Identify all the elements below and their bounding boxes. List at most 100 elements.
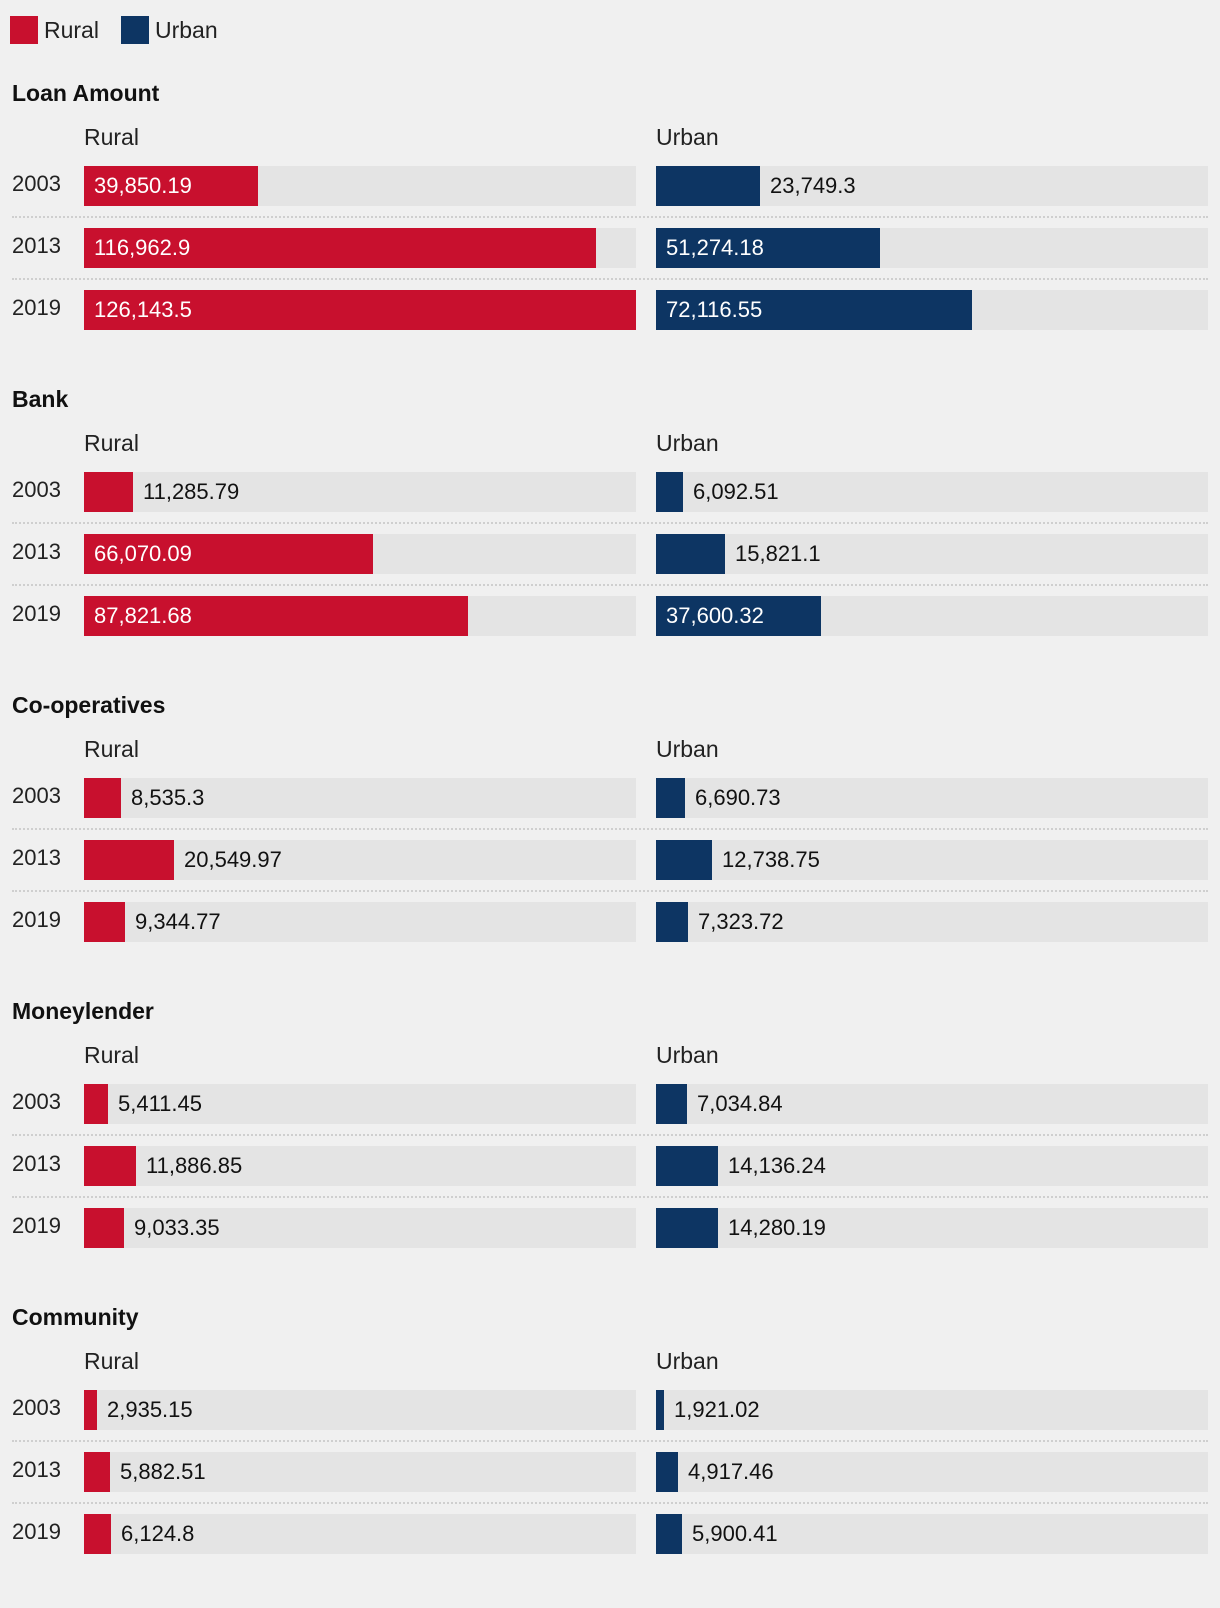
track-rural: 11,886.85	[84, 1146, 636, 1186]
legend-swatch-rural	[10, 16, 38, 44]
track-rural: 9,033.35	[84, 1208, 636, 1248]
value-label: 116,962.9	[94, 235, 191, 260]
bar-rural-2013	[84, 1146, 136, 1186]
bar-urban-2003	[656, 472, 683, 512]
panel-co-operatives: Co-operatives Rural Urban 2003 8,535.3 6,690.…	[0, 690, 1220, 996]
legend-label-urban: Urban	[154, 16, 218, 43]
value-label: 5,882.51	[120, 1459, 206, 1484]
row-separator	[12, 584, 1208, 586]
value-label: 51,274.18	[666, 235, 764, 260]
year-label: 2019	[12, 1519, 61, 1544]
row-separator	[12, 216, 1208, 218]
panel-title: Bank	[12, 386, 69, 412]
value-label: 5,900.41	[692, 1521, 778, 1546]
year-label: 2003	[12, 171, 61, 196]
bar-rural-2013	[84, 840, 174, 880]
row-separator	[12, 1440, 1208, 1442]
row-2019: 2019 9,344.77 7,323.72	[0, 902, 1220, 942]
track-urban: 1,921.02	[656, 1390, 1208, 1430]
bar-rural-2013	[84, 534, 373, 574]
row-2013: 2013 20,549.97 12,738.75	[0, 840, 1220, 880]
track-rural: 20,549.97	[84, 840, 636, 880]
year-label: 2019	[12, 907, 61, 932]
value-label: 6,124.8	[121, 1521, 195, 1546]
value-label: 8,535.3	[131, 785, 205, 810]
column-header-rural: Rural	[84, 1042, 139, 1068]
bar-urban-2019	[656, 902, 688, 942]
value-label: 126,143.5	[94, 297, 192, 322]
bar-urban-2019	[656, 1208, 718, 1248]
row-2013: 2013 5,882.51 4,917.46	[0, 1452, 1220, 1492]
bar-urban-2013	[656, 228, 880, 268]
row-separator	[12, 1502, 1208, 1504]
track-urban: 6,690.73	[656, 778, 1208, 818]
year-label: 2003	[12, 477, 61, 502]
track-rural: 116,962.9	[84, 228, 636, 268]
value-label: 87,821.68	[94, 603, 192, 628]
column-header-urban: Urban	[656, 1348, 719, 1374]
column-header-urban: Urban	[656, 736, 719, 762]
row-2019: 2019 126,143.5 72,116.55	[0, 290, 1220, 330]
column-header-urban: Urban	[656, 1042, 719, 1068]
panel-bank: Bank Rural Urban 2003 11,285.79 6,092.51 2013 6…	[0, 384, 1220, 690]
track-urban: 7,034.84	[656, 1084, 1208, 1124]
bar-rural-2019	[84, 1514, 111, 1554]
value-label: 6,690.73	[695, 785, 781, 810]
track-rural: 9,344.77	[84, 902, 636, 942]
track-urban: 6,092.51	[656, 472, 1208, 512]
value-label: 6,092.51	[693, 479, 779, 504]
column-header-rural: Rural	[84, 124, 139, 150]
value-label: 14,136.24	[728, 1153, 826, 1178]
value-label: 39,850.19	[94, 173, 192, 198]
panel-loan-amount: Loan Amount Rural Urban 2003 39,850.19 23,749…	[0, 78, 1220, 384]
year-label: 2019	[12, 601, 61, 626]
value-label: 7,323.72	[698, 909, 784, 934]
track-rural: 39,850.19	[84, 166, 636, 206]
track-urban: 72,116.55	[656, 290, 1208, 330]
value-label: 11,285.79	[143, 479, 240, 504]
track-urban: 14,280.19	[656, 1208, 1208, 1248]
track-urban: 15,821.1	[656, 534, 1208, 574]
row-2013: 2013 116,962.9 51,274.18	[0, 228, 1220, 268]
year-label: 2013	[12, 1457, 61, 1482]
bar-rural-2003	[84, 472, 133, 512]
panel-title: Community	[12, 1304, 139, 1330]
track-rural: 5,411.45	[84, 1084, 636, 1124]
bar-rural-2019	[84, 596, 468, 636]
value-label: 66,070.09	[94, 541, 192, 566]
bar-rural-2003	[84, 1084, 108, 1124]
bar-urban-2019	[656, 596, 821, 636]
row-2013: 2013 11,886.85 14,136.24	[0, 1146, 1220, 1186]
value-label: 1,921.02	[674, 1397, 760, 1422]
bar-urban-2013	[656, 1452, 678, 1492]
legend-label-rural: Rural	[44, 16, 99, 43]
track-urban: 14,136.24	[656, 1146, 1208, 1186]
column-header-urban: Urban	[656, 124, 719, 150]
value-label: 15,821.1	[735, 541, 821, 566]
column-header-urban: Urban	[656, 430, 719, 456]
bar-rural-2013	[84, 228, 596, 268]
value-label: 4,917.46	[688, 1459, 774, 1484]
row-separator	[12, 1196, 1208, 1198]
row-2003: 2003 11,285.79 6,092.51	[0, 472, 1220, 512]
value-label: 14,280.19	[728, 1215, 826, 1240]
row-2013: 2013 66,070.09 15,821.1	[0, 534, 1220, 574]
legend-item-rural: Rural	[10, 16, 99, 44]
value-label: 2,935.15	[107, 1397, 193, 1422]
value-label: 11,886.85	[146, 1153, 243, 1178]
row-separator	[12, 828, 1208, 830]
bar-urban-2013	[656, 1146, 718, 1186]
bar-chart: Loan Amount Rural Urban 2003 39,850.19 23,749…	[0, 78, 1220, 1554]
legend: Rural Urban	[10, 16, 240, 44]
bar-urban-2003	[656, 778, 685, 818]
track-urban: 4,917.46	[656, 1452, 1208, 1492]
bar-urban-2013	[656, 534, 725, 574]
year-label: 2003	[12, 1395, 61, 1420]
row-2019: 2019 6,124.8 5,900.41	[0, 1514, 1220, 1554]
value-label: 9,033.35	[134, 1215, 220, 1240]
row-separator	[12, 522, 1208, 524]
panel-title: Co-operatives	[12, 692, 166, 718]
bar-rural-2003	[84, 1390, 97, 1430]
bar-urban-2019	[656, 1514, 682, 1554]
row-2003: 2003 39,850.19 23,749.3	[0, 166, 1220, 206]
